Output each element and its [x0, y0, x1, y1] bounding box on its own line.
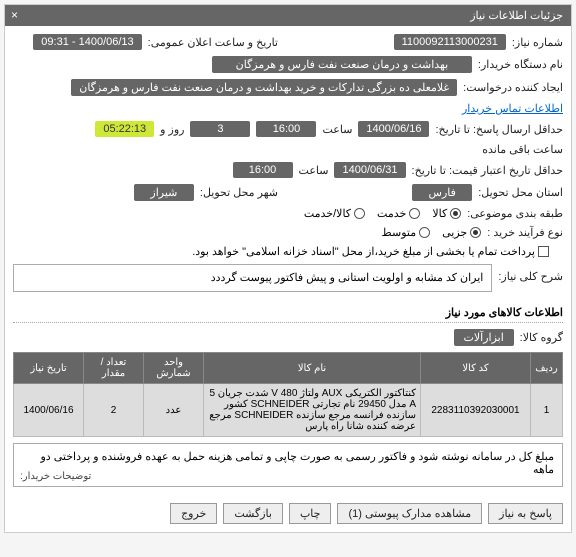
countdown: 05:22:13	[95, 121, 154, 137]
desc-box: ایران کد مشابه و اولویت استانی و پیش فاک…	[13, 264, 492, 292]
radio-dot	[419, 227, 430, 238]
cell-unit: عدد	[144, 384, 204, 437]
category-radio-group: کالا خدمت کالا/خدمت	[304, 207, 461, 220]
need-no-label: شماره نیاز:	[512, 36, 563, 49]
reply-button[interactable]: پاسخ به نیاز	[488, 503, 563, 524]
cell-row: 1	[531, 384, 563, 437]
remain-label: ساعت باقی مانده	[482, 143, 563, 156]
deadline-label: حداقل ارسال پاسخ: تا تاریخ:	[435, 123, 563, 136]
process-label: نوع فرآیند خرید :	[487, 226, 563, 239]
creator-label: ایجاد کننده درخواست:	[463, 81, 563, 94]
th-qty: تعداد / مقدار	[84, 353, 144, 384]
checkbox-icon	[538, 246, 549, 257]
radio-dot-checked	[450, 208, 461, 219]
cell-qty: 2	[84, 384, 144, 437]
panel-header: جزئیات اطلاعات نیاز ×	[5, 5, 571, 26]
buyer-note-box: مبلغ کل در سامانه نوشته شود و فاکتور رسم…	[13, 443, 563, 487]
radio-dot	[354, 208, 365, 219]
cell-code: 2283110392030001	[421, 384, 531, 437]
back-button[interactable]: بازگشت	[223, 503, 283, 524]
cat-service-label: خدمت	[377, 207, 406, 220]
th-row: ردیف	[531, 353, 563, 384]
desc-text: ایران کد مشابه و اولویت استانی و پیش فاک…	[211, 272, 484, 284]
buyer-note-label: توضیحات خریدار:	[20, 471, 91, 482]
group-label: گروه کالا:	[520, 331, 563, 344]
print-button[interactable]: چاپ	[289, 503, 332, 524]
cell-name: کنتاکتور الکتریکی AUX ولتاژ 480 V شدت جر…	[204, 384, 421, 437]
cell-date: 1400/06/16	[14, 384, 84, 437]
province-label: استان محل تحویل:	[478, 186, 563, 199]
buyer-value: بهداشت و درمان صنعت نفت فارس و هرمزگان	[212, 56, 472, 73]
proc-partial-label: جزیی	[442, 226, 467, 239]
buyer-note-text: مبلغ کل در سامانه نوشته شود و فاکتور رسم…	[41, 451, 555, 476]
table-header-row: ردیف کد کالا نام کالا واحد شمارش تعداد /…	[14, 353, 563, 384]
deadline-time: 16:00	[256, 121, 316, 137]
creator-value: غلامعلی ده بزرگی تدارکات و خرید بهداشت و…	[71, 79, 457, 96]
radio-goods-service[interactable]: کالا/خدمت	[304, 207, 365, 220]
time-label-1: ساعت	[322, 123, 352, 136]
proc-medium-label: متوسط	[382, 226, 417, 239]
panel-title: جزئیات اطلاعات نیاز	[470, 10, 563, 22]
credit-label: حداقل تاریخ اعتبار قیمت: تا تاریخ:	[412, 164, 563, 177]
deadline-date: 1400/06/16	[358, 121, 429, 137]
radio-dot	[409, 208, 420, 219]
process-radio-group: جزیی متوسط	[382, 226, 482, 239]
group-value: ابزارآلات	[454, 329, 514, 346]
buyer-label: نام دستگاه خریدار:	[478, 58, 563, 71]
process-note: پرداخت تمام یا بخشی از مبلغ خرید،از محل …	[192, 245, 535, 258]
days-left: 3	[190, 121, 250, 137]
city-label: شهر محل تحویل:	[200, 186, 278, 199]
category-label: طبقه بندی موضوعی:	[467, 207, 563, 220]
th-name: نام کالا	[204, 353, 421, 384]
province-value: فارس	[412, 184, 472, 201]
cat-goods-service-label: کالا/خدمت	[304, 207, 351, 220]
buyer-contact-link[interactable]: اطلاعات تماس خریدار	[462, 102, 563, 115]
cat-goods-label: کالا	[432, 207, 447, 220]
items-section-title: اطلاعات کالاهای مورد نیاز	[13, 306, 563, 323]
exit-button[interactable]: خروج	[170, 503, 217, 524]
time-label-2: ساعت	[299, 164, 329, 177]
credit-time: 16:00	[233, 162, 293, 178]
radio-service[interactable]: خدمت	[377, 207, 420, 220]
radio-dot-checked	[470, 227, 481, 238]
table-row: 1 2283110392030001 کنتاکتور الکتریکی AUX…	[14, 384, 563, 437]
th-unit: واحد شمارش	[144, 353, 204, 384]
panel-content: شماره نیاز: 1100092113000231 تاریخ و ساع…	[5, 26, 571, 495]
announce-value: 1400/06/13 - 09:31	[33, 34, 141, 50]
footer-buttons: پاسخ به نیاز مشاهده مدارک پیوستی (1) چاپ…	[5, 495, 571, 532]
close-icon[interactable]: ×	[11, 8, 18, 22]
items-table: ردیف کد کالا نام کالا واحد شمارش تعداد /…	[13, 352, 563, 437]
announce-label: تاریخ و ساعت اعلان عمومی:	[148, 36, 278, 49]
desc-label: شرح کلی نیاز:	[498, 270, 563, 283]
days-label: روز و	[160, 123, 184, 136]
treasury-check[interactable]: پرداخت تمام یا بخشی از مبلغ خرید،از محل …	[192, 245, 549, 258]
radio-medium[interactable]: متوسط	[382, 226, 431, 239]
credit-date: 1400/06/31	[334, 162, 405, 178]
radio-goods[interactable]: کالا	[432, 207, 461, 220]
radio-partial[interactable]: جزیی	[442, 226, 481, 239]
attachments-button[interactable]: مشاهده مدارک پیوستی (1)	[337, 503, 482, 524]
th-code: کد کالا	[421, 353, 531, 384]
city-value: شیراز	[134, 184, 194, 201]
th-date: تاریخ نیاز	[14, 353, 84, 384]
need-details-panel: جزئیات اطلاعات نیاز × شماره نیاز: 110009…	[4, 4, 572, 533]
need-no-value: 1100092113000231	[394, 34, 506, 50]
